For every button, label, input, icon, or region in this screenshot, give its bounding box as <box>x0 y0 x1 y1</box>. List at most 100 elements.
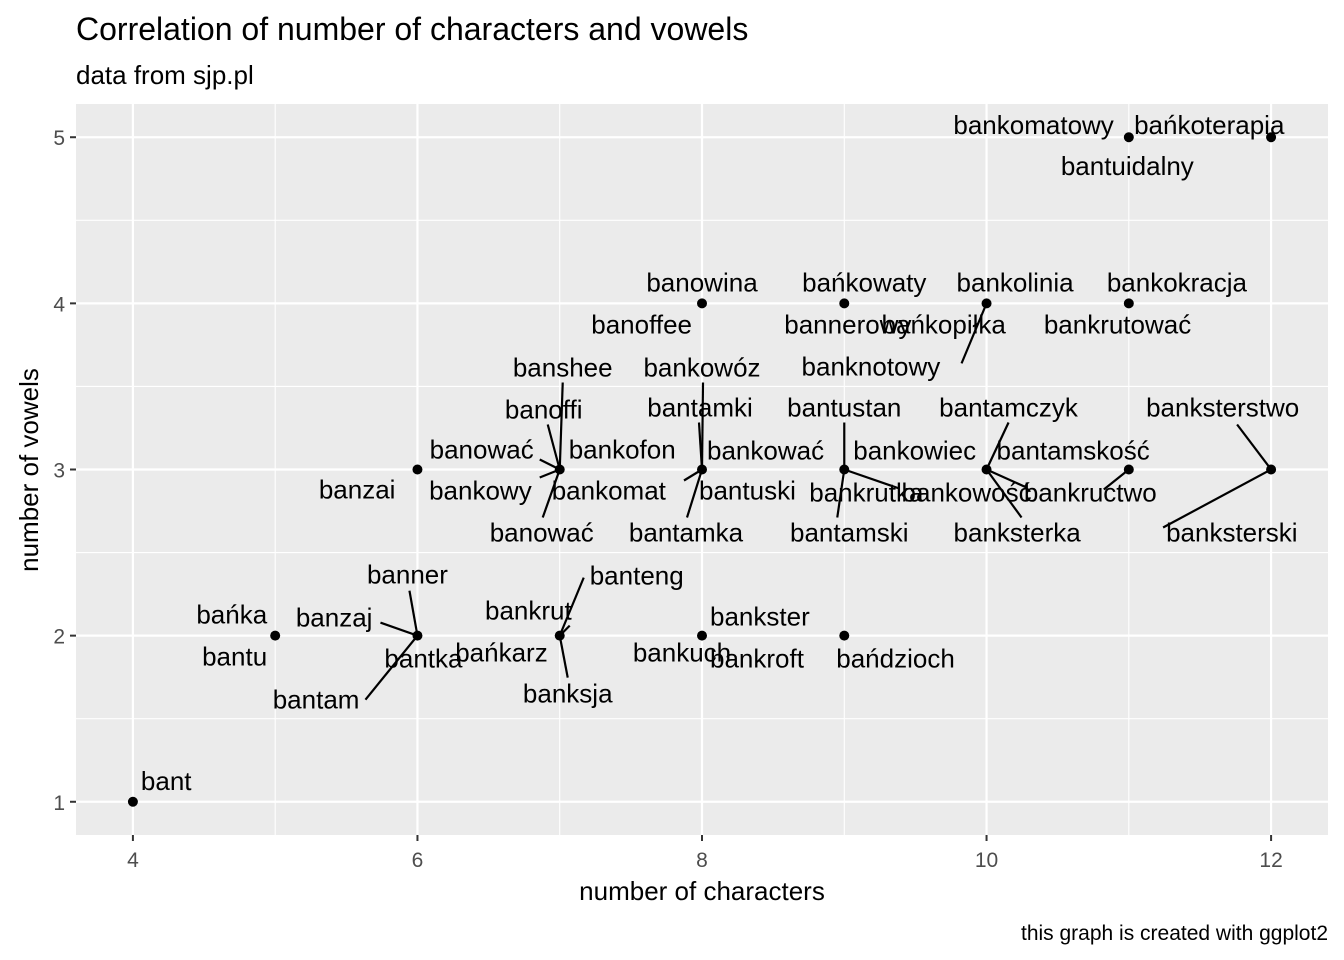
data-point <box>412 464 423 475</box>
data-point <box>1123 132 1134 143</box>
data-point <box>697 630 707 641</box>
point-label: bannerowy <box>784 309 911 339</box>
x-tick-label: 8 <box>696 849 708 872</box>
point-label: bantamka <box>629 518 744 548</box>
point-label: banksterski <box>1166 518 1298 548</box>
data-point <box>1266 464 1277 475</box>
point-label: bankrut <box>485 596 572 626</box>
data-point <box>981 464 992 475</box>
y-tick-label: 5 <box>53 127 65 150</box>
point-label: bankomat <box>552 476 667 506</box>
y-tick-label: 3 <box>53 460 65 483</box>
data-point <box>1123 464 1134 475</box>
point-label: bańkopiłka <box>882 309 1007 339</box>
x-axis-title: number of characters <box>579 876 825 906</box>
point-label: bankuch <box>633 638 731 668</box>
point-label: bankowóz <box>643 353 760 383</box>
point-label: bankrutować <box>1044 309 1191 339</box>
data-point <box>270 630 281 641</box>
x-tick-label: 6 <box>412 849 424 872</box>
point-label: bankomatowy <box>953 110 1113 140</box>
point-label: banner <box>367 560 448 590</box>
point-label: banksja <box>523 679 613 709</box>
point-label: banksterstwo <box>1146 393 1299 423</box>
point-label: bantamczyk <box>939 393 1079 423</box>
point-label: banzai <box>319 475 396 505</box>
y-axis-title: number of vowels <box>14 368 44 572</box>
point-label: bańdzioch <box>836 644 955 674</box>
data-point <box>127 796 138 807</box>
label-leader-line <box>960 302 988 364</box>
y-tick-label: 2 <box>53 626 65 649</box>
x-tick-label: 4 <box>127 849 139 872</box>
point-label: bantu <box>202 642 267 672</box>
point-label: bankokracja <box>1107 267 1248 297</box>
label-leader-line <box>985 422 1010 470</box>
point-label: banknotowy <box>802 351 941 381</box>
point-label: banshee <box>513 353 613 383</box>
label-leader-line <box>697 422 704 470</box>
point-label: banoffi <box>505 395 583 425</box>
label-leader-line <box>843 468 900 490</box>
data-point <box>554 464 565 475</box>
label-leader-line <box>985 468 1023 519</box>
chart-caption: this graph is created with ggplot2 <box>1021 922 1328 945</box>
x-tick-label: 10 <box>975 849 998 872</box>
label-leader-line <box>541 469 561 518</box>
point-label: bankroft <box>710 644 805 674</box>
data-point <box>1266 132 1277 143</box>
label-leader-line <box>558 577 585 637</box>
label-leader-line <box>364 634 419 701</box>
data-point <box>981 298 992 309</box>
data-point <box>697 464 707 475</box>
point-label: bankowość <box>902 478 1032 508</box>
point-label: bankolinia <box>957 267 1075 297</box>
point-label: bankowiec <box>853 436 976 466</box>
data-point <box>839 298 850 309</box>
point-label: bankructwo <box>1024 478 1157 508</box>
point-label: banteng <box>590 561 684 591</box>
point-label: banoffee <box>591 309 692 339</box>
point-label: banzaj <box>296 603 373 633</box>
point-label: bankować <box>707 436 824 466</box>
point-label: bankrutka <box>809 478 924 508</box>
data-points <box>127 132 1277 807</box>
data-point <box>1123 298 1134 309</box>
point-label: bantuski <box>699 476 796 506</box>
point-label: bantam <box>273 685 360 715</box>
label-leader-line <box>380 621 418 637</box>
data-point <box>839 464 850 475</box>
data-point <box>412 630 423 641</box>
data-point <box>697 298 707 309</box>
point-labels: bant bańka bantu banzaj banner bantka bantam ba… <box>141 110 1299 796</box>
label-leader-line <box>408 590 419 636</box>
point-label: bantamki <box>647 393 753 423</box>
point-label: bantamskość <box>997 436 1150 466</box>
point-label: banksterka <box>954 518 1082 548</box>
point-label: bańkarz <box>455 638 548 668</box>
point-label: banowina <box>646 267 758 297</box>
label-leader-line <box>546 424 561 470</box>
point-label: banować <box>430 435 534 465</box>
point-label: bańkowaty <box>802 267 926 297</box>
point-label: banować <box>490 518 594 548</box>
label-leader-line <box>836 469 846 518</box>
point-label: bańka <box>196 600 267 630</box>
label-leader-line <box>558 635 569 678</box>
label-leader-line <box>1162 468 1272 529</box>
label-leader-line <box>685 469 704 518</box>
point-label: bantuidalny <box>1061 151 1194 181</box>
label-leader-line <box>1236 423 1272 471</box>
point-label: bantustan <box>787 393 901 423</box>
point-label: bankofon <box>569 435 676 465</box>
label-leader-line <box>558 382 564 470</box>
chart-subtitle: data from sjp.pl <box>76 60 254 90</box>
label-leader-lines <box>364 302 1272 701</box>
data-point <box>554 630 565 641</box>
point-label: bant <box>141 766 192 796</box>
data-point <box>839 630 850 641</box>
y-tick-label: 1 <box>53 792 65 815</box>
chart-title: Correlation of number of characters and … <box>76 11 748 47</box>
